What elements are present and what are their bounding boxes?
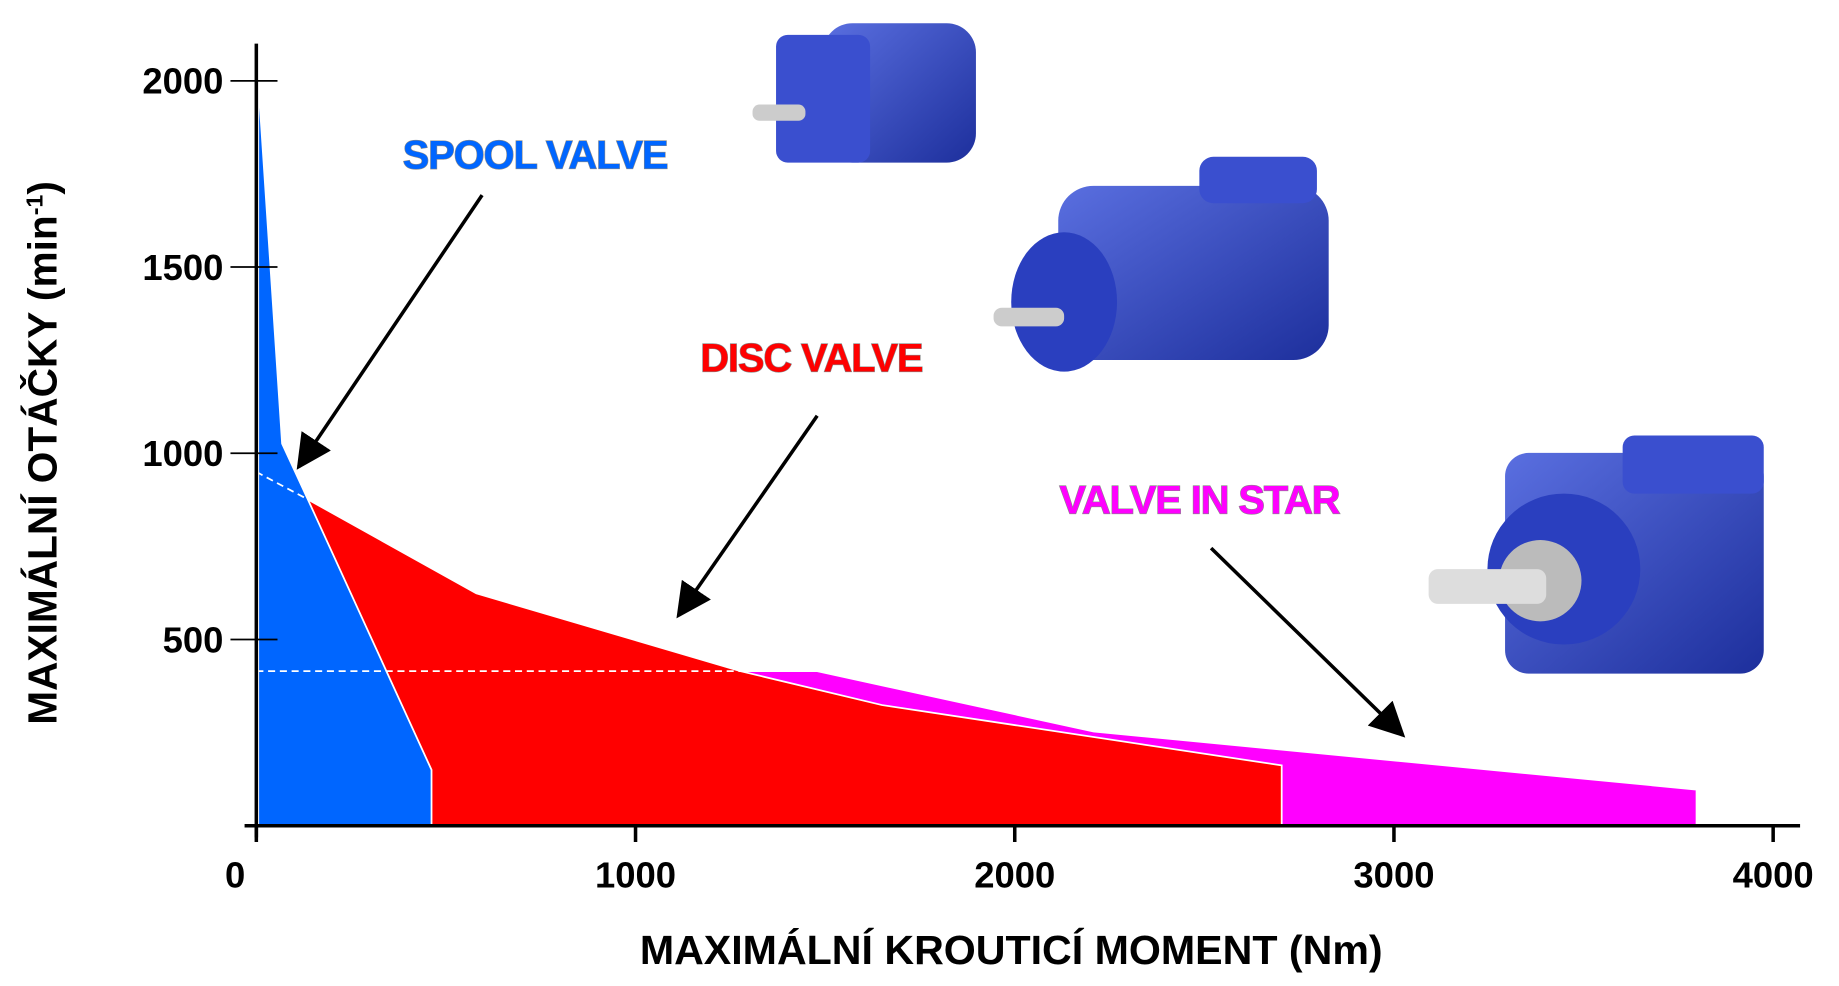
y-tick-label: 500: [163, 619, 224, 660]
x-tick-label: 4000: [1733, 854, 1814, 895]
arrow: [299, 195, 482, 467]
page: {"chart_data":{"type":"area", "x_label":…: [0, 0, 1839, 986]
area: [308, 499, 1282, 825]
area: [258, 81, 431, 826]
y-tick-label: 1000: [142, 433, 223, 474]
x-tick-label: 0: [225, 854, 245, 895]
motor-star: [1429, 436, 1764, 674]
motor-disc: [994, 157, 1329, 372]
chart: 500 1000 1500 2000 0 1000 2000 3000 4000 MAXIMÁL…: [0, 0, 1839, 986]
y-axis-title-sup: -1: [21, 195, 47, 216]
series-label: DISC VALVE: [700, 337, 922, 381]
x-axis-title: MAXIMÁLNÍ KROUTICÍ MOMENT (Nm): [640, 927, 1383, 973]
motor-spool: [753, 23, 976, 162]
arrow: [1211, 548, 1403, 735]
series-label: SPOOL VALVE: [403, 134, 668, 178]
y-axis-title-end: ): [19, 181, 65, 195]
series-label: VALVE IN STAR: [1059, 479, 1339, 523]
x-tick-label: 2000: [974, 854, 1055, 895]
y-tick-label: 2000: [142, 61, 223, 102]
x-tick-label: 3000: [1353, 854, 1434, 895]
y-axis-title: MAXIMÁLNÍ OTÁČKY (min-1): [19, 181, 65, 725]
arrow: [678, 416, 817, 616]
y-axis-title-text: MAXIMÁLNÍ OTÁČKY (min: [19, 215, 65, 724]
x-tick-label: 1000: [595, 854, 676, 895]
y-tick-label: 1500: [142, 247, 223, 288]
